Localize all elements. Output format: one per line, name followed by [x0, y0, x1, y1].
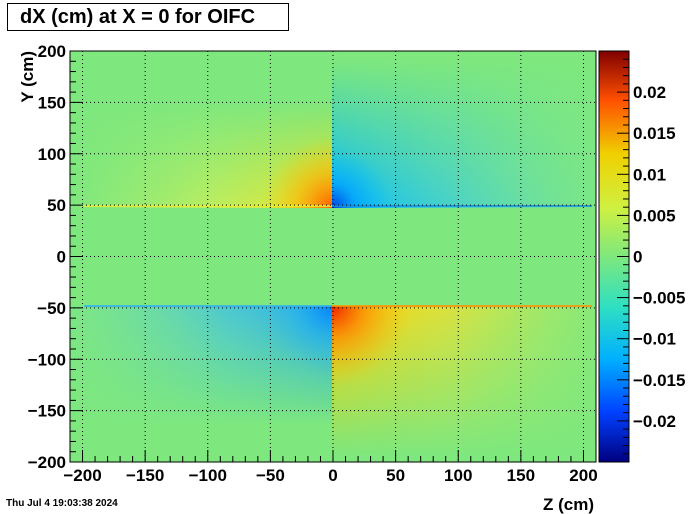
y-axis-label: Y (cm)	[18, 51, 37, 103]
heatmap-field	[70, 51, 596, 462]
colorbar-tick-label: −0.01	[633, 330, 676, 349]
x-tick-label: −200	[63, 466, 101, 485]
x-tick-label: −100	[189, 466, 227, 485]
x-axis: −200 −150 −100 −50 0 50 100 150 200	[63, 450, 598, 485]
y-tick-label: 0	[57, 248, 66, 267]
y-tick-label: 200	[38, 42, 66, 61]
x-tick-label: 150	[507, 466, 535, 485]
y-tick-label: −150	[28, 402, 66, 421]
y-axis: −200 −150 −100 −50 0 50 100 150 200	[28, 42, 82, 472]
colorbar-tick-label: 0.005	[633, 206, 676, 225]
colorbar-tick-label: −0.005	[633, 289, 685, 308]
x-tick-label: −50	[256, 466, 285, 485]
datestamp: Thu Jul 4 19:03:38 2024	[6, 498, 118, 509]
x-tick-label: 200	[569, 466, 597, 485]
y-tick-label: −100	[28, 350, 66, 369]
colorbar-axis: 0.02 0.015 0.01 0.005 0 −0.005 −0.01 −0.015 −0.0…	[617, 58, 685, 455]
colorbar-tick-label: 0.015	[633, 124, 676, 143]
colorbar-tick-label: 0	[633, 248, 642, 267]
y-tick-label: −50	[37, 299, 66, 318]
colorbar-tick-label: 0.02	[633, 83, 666, 102]
colorbar-tick-label: 0.01	[633, 165, 666, 184]
chart-title: dX (cm) at X = 0 for OIFC	[7, 3, 289, 31]
x-axis-label: Z (cm)	[543, 495, 594, 514]
y-tick-label: −200	[28, 453, 66, 472]
colorbar-tick-label: −0.02	[633, 412, 676, 431]
y-tick-label: 50	[47, 196, 66, 215]
y-tick-label: 100	[38, 145, 66, 164]
colorbar-tick-label: −0.015	[633, 371, 685, 390]
x-tick-label: −150	[126, 466, 164, 485]
y-tick-label: 150	[38, 93, 66, 112]
x-tick-label: 50	[386, 466, 405, 485]
x-tick-label: 0	[328, 466, 337, 485]
x-tick-label: 100	[444, 466, 472, 485]
grid	[70, 50, 596, 463]
